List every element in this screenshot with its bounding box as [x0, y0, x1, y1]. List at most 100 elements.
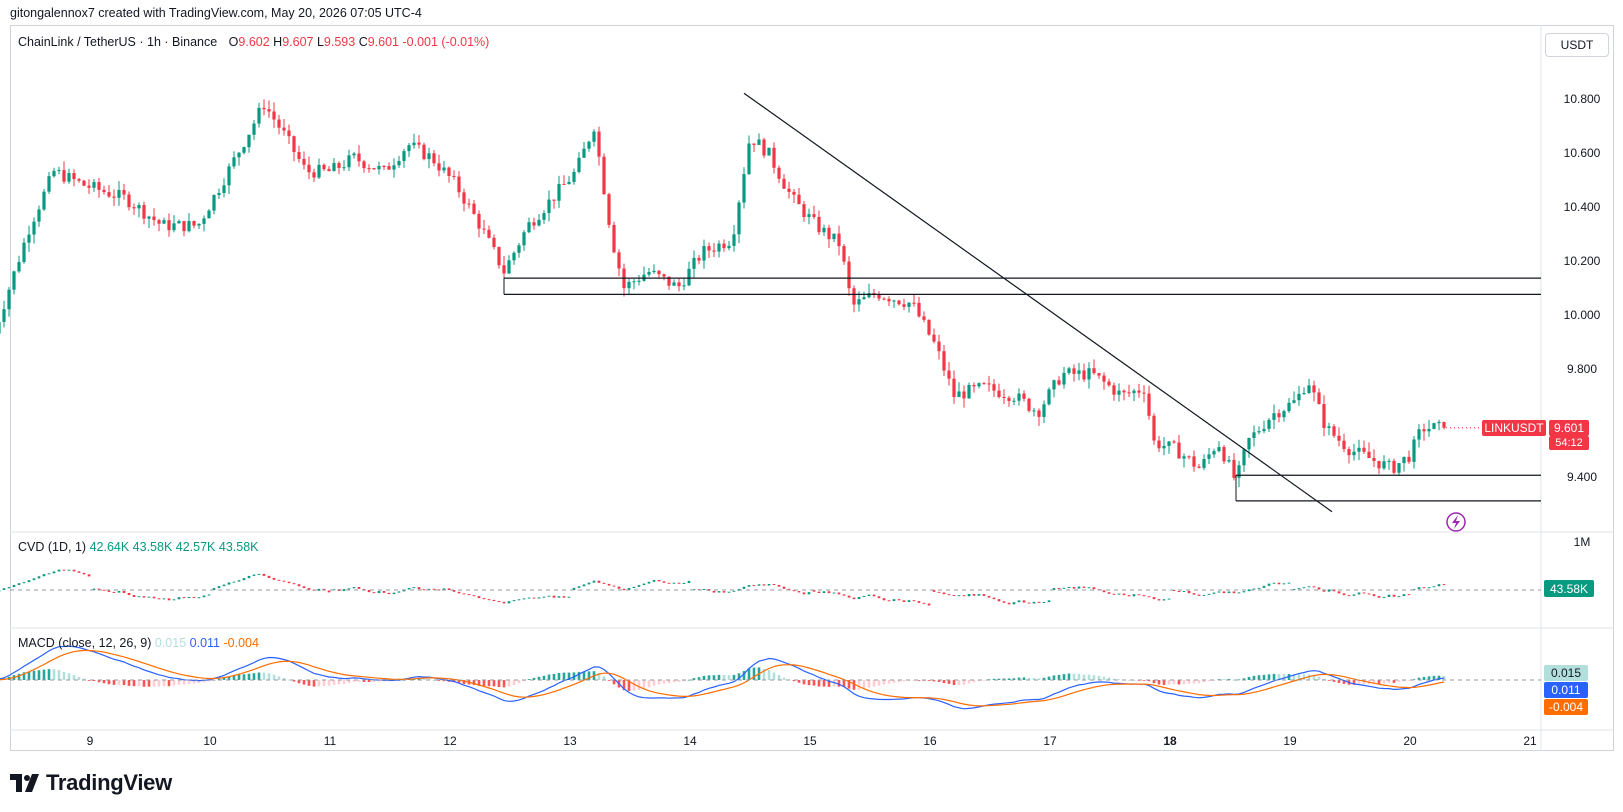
candle-body — [1297, 393, 1301, 401]
cvd-bar — [267, 575, 271, 578]
cvd-bar — [1162, 599, 1166, 601]
candle-body — [1272, 413, 1276, 420]
macd-histogram-bar — [87, 680, 91, 681]
candle-body — [1432, 423, 1436, 429]
cvd-bar — [177, 597, 181, 600]
low-value: 9.593 — [323, 35, 356, 49]
candle-body — [492, 237, 496, 248]
cvd-bar — [357, 587, 361, 589]
cvd-bar — [377, 590, 381, 594]
macd-histogram-bar — [847, 680, 851, 689]
time-tick-label: 9 — [87, 734, 94, 748]
candle-body — [777, 167, 781, 179]
cvd-bar — [882, 598, 886, 601]
currency-button[interactable]: USDT — [1545, 33, 1609, 57]
cvd-bar — [162, 598, 166, 600]
candle-body — [1387, 460, 1391, 462]
macd-histogram-bar — [672, 680, 676, 683]
time-tick-label: 13 — [563, 734, 577, 748]
candle-body — [212, 195, 216, 211]
candle-body — [592, 131, 596, 142]
cvd-bar — [777, 584, 781, 587]
cvd-bar — [492, 599, 496, 602]
candle-body — [1047, 389, 1051, 405]
cvd-bar — [1262, 585, 1266, 588]
candle-body — [482, 228, 486, 230]
candle-body — [1027, 398, 1031, 411]
cvd-bar — [1112, 593, 1116, 595]
macd-histogram-bar — [597, 672, 601, 680]
candle-body — [62, 170, 66, 182]
cvd-bar — [717, 591, 721, 593]
symbol-price-tag: LINKUSDT — [1482, 420, 1546, 436]
high-label: H — [273, 35, 283, 49]
candle-body — [922, 316, 926, 320]
candle-body — [47, 176, 51, 192]
candle-body — [972, 385, 976, 387]
cvd-bar — [482, 598, 486, 600]
cvd-bar — [432, 588, 436, 590]
cvd-bar — [1137, 594, 1141, 596]
macd-histogram-bar — [812, 680, 816, 686]
macd-histogram-bar — [632, 680, 636, 691]
macd-histogram-bar — [497, 680, 501, 688]
cvd-bar — [57, 569, 61, 572]
candle-body — [237, 152, 241, 158]
macd-histogram-bar — [1007, 678, 1011, 680]
cvd-bar — [1352, 594, 1356, 596]
price-tick-label: 10.000 — [1564, 308, 1601, 322]
cvd-bar — [847, 595, 851, 598]
candle-body — [227, 166, 231, 186]
cvd-bar — [1272, 582, 1276, 584]
price-tick-label: 10.400 — [1564, 200, 1601, 214]
cvd-legend: CVD (1D, 1) 42.64K 43.58K 42.57K 43.58K — [18, 540, 259, 554]
candle-body — [327, 169, 331, 172]
candle-body — [1082, 370, 1086, 380]
cvd-bar — [302, 586, 306, 589]
cvd-bar — [277, 579, 281, 581]
cvd-bar — [927, 603, 931, 606]
candle-body — [597, 131, 601, 157]
macd-histogram-bar — [712, 675, 716, 680]
change-value: -0.001 (-0.01%) — [402, 35, 490, 49]
macd-histogram-bar — [792, 680, 796, 682]
macd-histogram-bar — [532, 677, 536, 680]
macd-histogram-bar — [882, 680, 886, 685]
candle-body — [1307, 385, 1311, 393]
candle-body — [572, 171, 576, 182]
candle-body — [817, 216, 821, 233]
cvd-bar — [552, 595, 556, 598]
candle-body — [1102, 375, 1106, 382]
candle-body — [967, 385, 971, 399]
tradingview-logo[interactable]: TradingView — [10, 770, 172, 796]
trendline — [743, 92, 1333, 513]
cvd-bar — [467, 594, 471, 596]
candle-body — [1052, 380, 1056, 390]
cvd-bar — [1182, 590, 1186, 592]
macd-histogram-bar — [1302, 674, 1306, 680]
cvd-bar — [1152, 597, 1156, 600]
macd-histogram-bar — [462, 680, 466, 685]
candle-body — [132, 207, 136, 209]
cvd-bar — [952, 595, 956, 597]
cvd-bar — [902, 600, 906, 602]
macd-histogram-bar — [317, 680, 321, 687]
chart-frame[interactable] — [10, 25, 1614, 751]
macd-histogram-bar — [837, 680, 841, 687]
candle-body — [1257, 431, 1261, 433]
cvd-bar — [252, 574, 256, 576]
cvd-bar — [237, 580, 241, 582]
low-label: L — [316, 35, 324, 49]
candle-body — [652, 270, 656, 272]
cvd-bar — [582, 584, 586, 587]
macd-histogram-bar — [312, 680, 316, 687]
cvd-bar — [1342, 593, 1346, 596]
cvd-axis-label: 1M — [1574, 535, 1591, 549]
candle-body — [917, 302, 921, 317]
lightning-icon[interactable] — [1446, 512, 1466, 532]
cvd-bar — [657, 579, 661, 582]
cvd-bar — [837, 592, 841, 595]
macd-histogram-bar — [612, 680, 616, 685]
cvd-bar — [617, 586, 621, 589]
